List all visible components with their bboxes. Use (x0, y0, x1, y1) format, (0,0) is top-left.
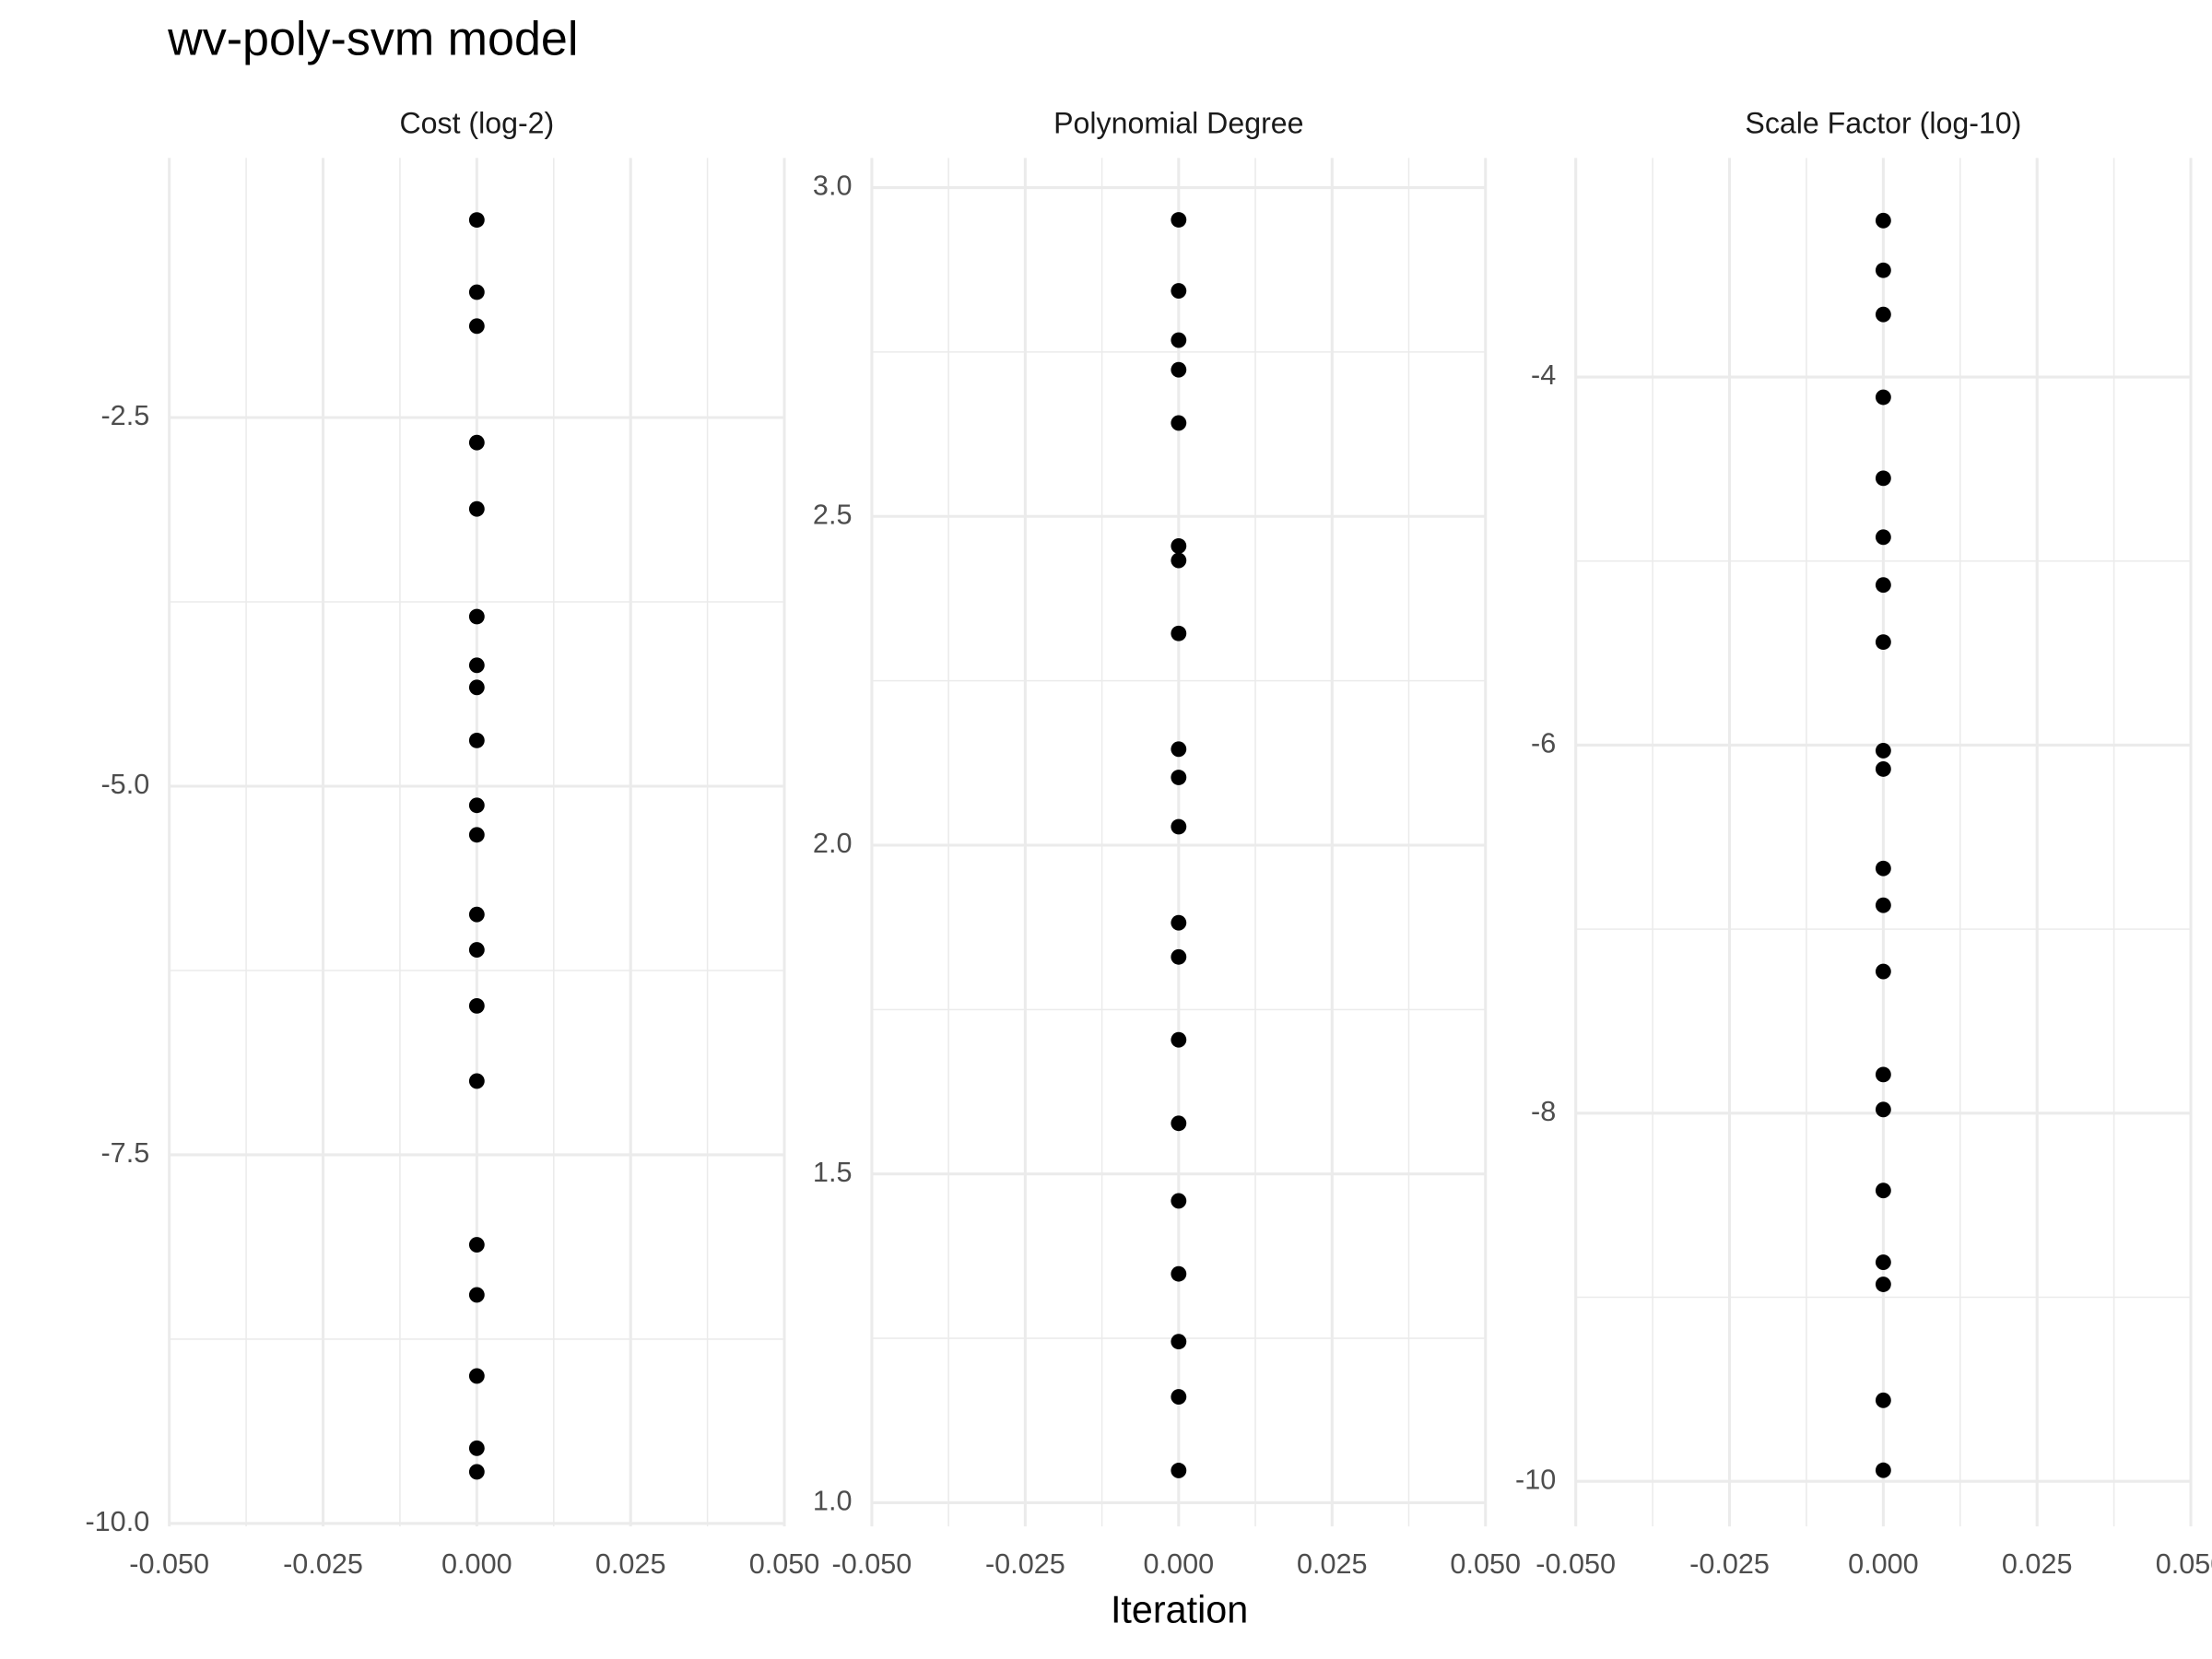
x-tick-label: -0.025 (985, 1548, 1065, 1580)
point (1171, 914, 1187, 931)
point (1875, 963, 1891, 980)
point (1171, 1334, 1187, 1350)
point (468, 1368, 485, 1384)
x-tick-label: 0.025 (2002, 1548, 2073, 1580)
point (468, 657, 485, 674)
point (1171, 1463, 1187, 1478)
facet-title: Cost (log-2) (399, 107, 554, 140)
x-tick-label: -0.025 (1689, 1548, 1770, 1580)
point (468, 434, 485, 451)
x-tick-label: 0.000 (1144, 1548, 1215, 1580)
x-axis-label: Iteration (1111, 1588, 1248, 1630)
x-tick-label: 0.000 (1848, 1548, 1919, 1580)
point (1171, 552, 1187, 569)
y-tick-label: 1.5 (813, 1157, 853, 1188)
point (1171, 1031, 1187, 1048)
y-tick-label: -10 (1515, 1464, 1556, 1495)
point (1171, 415, 1187, 431)
point (1171, 283, 1187, 299)
point (1875, 389, 1891, 406)
point (468, 1287, 485, 1303)
point (1875, 212, 1891, 229)
point (1875, 860, 1891, 877)
point (1875, 306, 1891, 323)
point (1875, 1066, 1891, 1083)
point (468, 1464, 485, 1480)
point (1171, 1115, 1187, 1132)
point (1171, 212, 1187, 228)
y-tick-label: 2.0 (813, 828, 853, 859)
x-tick-label: -0.050 (1535, 1548, 1616, 1580)
point (1875, 262, 1891, 278)
point (468, 500, 485, 517)
point (468, 212, 485, 229)
x-tick-label: -0.050 (832, 1548, 912, 1580)
point (1875, 1182, 1891, 1199)
y-tick-label: -7.5 (100, 1137, 149, 1169)
y-tick-label: -4 (1531, 359, 1556, 391)
point (1875, 634, 1891, 651)
point (1171, 537, 1187, 554)
point (1171, 361, 1187, 378)
y-tick-label: 1.0 (813, 1486, 853, 1517)
point (1875, 1277, 1891, 1292)
point (1875, 1254, 1891, 1270)
point (1171, 818, 1187, 835)
y-tick-label: -2.5 (100, 400, 149, 431)
point (1171, 625, 1187, 641)
point (468, 732, 485, 748)
point (468, 1073, 485, 1089)
point (1875, 529, 1891, 546)
point (1875, 760, 1891, 777)
x-tick-label: 0.025 (595, 1548, 666, 1580)
point (1875, 1101, 1891, 1118)
point (468, 284, 485, 300)
point (468, 942, 485, 958)
point (468, 1440, 485, 1456)
point (1875, 1462, 1891, 1478)
point (468, 679, 485, 696)
x-tick-label: 0.050 (2156, 1548, 2212, 1580)
point (1171, 1193, 1187, 1209)
point (468, 797, 485, 814)
y-tick-label: -6 (1531, 728, 1556, 759)
point (1875, 743, 1891, 759)
x-tick-label: 0.050 (749, 1548, 820, 1580)
point (1171, 332, 1187, 348)
point (1875, 1392, 1891, 1408)
point (1875, 577, 1891, 594)
point (468, 318, 485, 335)
point (1875, 897, 1891, 913)
point (1171, 770, 1187, 785)
point (1171, 948, 1187, 965)
x-tick-label: 0.050 (1450, 1548, 1521, 1580)
point (1171, 1389, 1187, 1405)
facet-title: Polynomial Degree (1053, 107, 1303, 140)
point (468, 906, 485, 923)
y-tick-label: -5.0 (100, 769, 149, 800)
facet-title: Scale Factor (log-10) (1745, 107, 2021, 140)
point (468, 608, 485, 625)
point (1171, 741, 1187, 758)
point (1875, 470, 1891, 487)
x-tick-label: -0.050 (129, 1548, 209, 1580)
x-tick-label: 0.000 (441, 1548, 512, 1580)
point (468, 997, 485, 1014)
point (468, 1237, 485, 1253)
x-tick-label: 0.025 (1297, 1548, 1368, 1580)
y-tick-label: 3.0 (813, 171, 853, 202)
y-tick-label: -10.0 (85, 1506, 149, 1537)
x-tick-label: -0.025 (283, 1548, 363, 1580)
y-tick-label: -8 (1531, 1096, 1556, 1127)
point (1171, 1265, 1187, 1282)
point (468, 827, 485, 843)
chart-title: wv-poly-svm model (167, 13, 578, 66)
y-tick-label: 2.5 (813, 499, 853, 530)
